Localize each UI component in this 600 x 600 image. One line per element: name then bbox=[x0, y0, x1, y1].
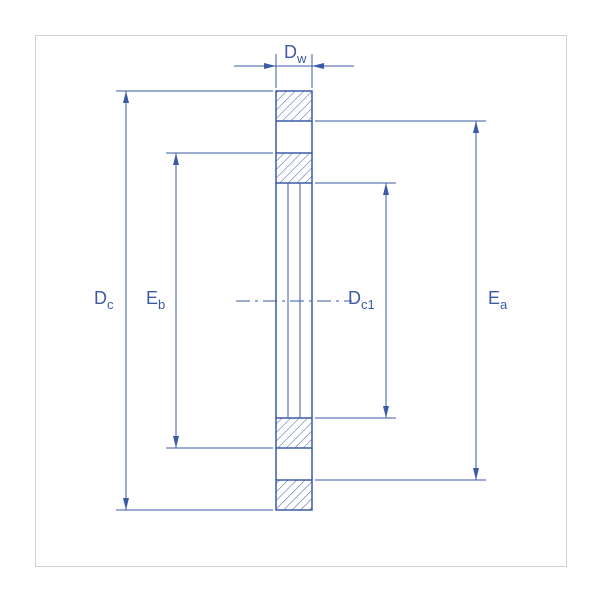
dw-label: Dw bbox=[284, 42, 307, 66]
dc1-label: Dc1 bbox=[348, 288, 375, 312]
roller-upper-inner bbox=[276, 153, 312, 183]
eb-label: Eb bbox=[146, 288, 165, 312]
dc-label: Dc bbox=[94, 288, 114, 312]
dw-arrow-right bbox=[312, 63, 324, 69]
bearing-diagram: Dw Dc Eb Dc1 Ea bbox=[36, 36, 566, 566]
ea-arrow-top bbox=[473, 121, 479, 133]
ea-label: Ea bbox=[488, 288, 508, 312]
roller-lower-inner bbox=[276, 418, 312, 448]
roller-lower-outer bbox=[276, 480, 312, 510]
dc1-arrow-top bbox=[383, 183, 389, 195]
eb-arrow-bottom bbox=[173, 436, 179, 448]
dc-arrow-bottom bbox=[123, 498, 129, 510]
dw-arrow-left bbox=[264, 63, 276, 69]
eb-arrow-top bbox=[173, 153, 179, 165]
ea-arrow-bottom bbox=[473, 468, 479, 480]
dc1-arrow-bottom bbox=[383, 406, 389, 418]
diagram-frame: Dw Dc Eb Dc1 Ea bbox=[35, 35, 567, 567]
roller-upper-outer bbox=[276, 91, 312, 121]
dc-arrow-top bbox=[123, 91, 129, 103]
